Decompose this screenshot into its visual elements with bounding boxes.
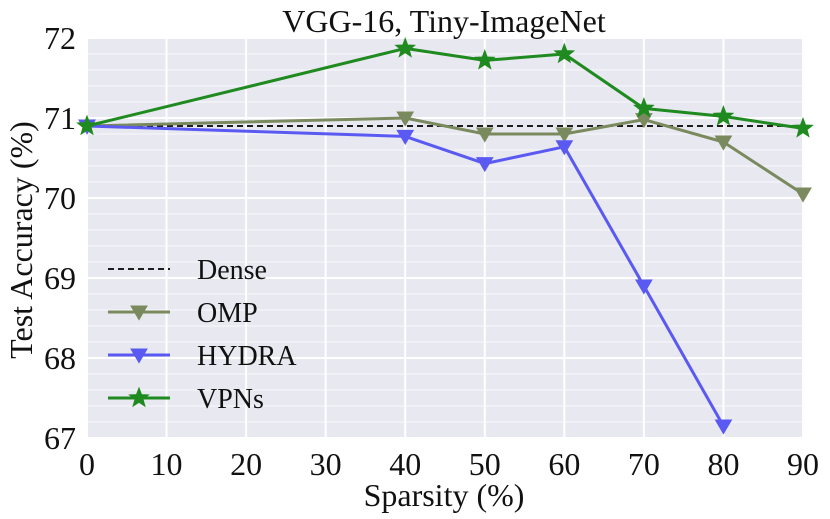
omp-point — [714, 135, 733, 151]
x-tick-label: 70 — [628, 446, 660, 482]
x-tick-label: 60 — [548, 446, 580, 482]
legend-omp-label: OMP — [197, 298, 258, 329]
y-tick-label: 71 — [44, 100, 76, 136]
vpns-point — [792, 116, 814, 138]
y-tick-labels: 67 68 69 70 71 72 — [44, 20, 76, 456]
vpns-point — [712, 104, 735, 126]
legend-omp-marker — [130, 305, 148, 321]
x-tick-label: 80 — [707, 446, 739, 482]
vpns-point — [473, 48, 496, 70]
x-tick-label: 30 — [310, 446, 342, 482]
omp-point — [555, 127, 574, 143]
y-tick-label: 69 — [44, 260, 76, 296]
vpns-point — [76, 114, 98, 136]
omp-point — [635, 113, 653, 129]
y-tick-label: 67 — [44, 420, 76, 456]
major-grid — [86, 37, 804, 439]
y-tick-label: 68 — [44, 340, 76, 376]
vpns-point — [633, 96, 655, 118]
legend: Dense OMP HYDRA VPNs — [108, 255, 297, 415]
hydra-point — [635, 279, 653, 295]
y-axis-label: Test Accuracy (%) — [3, 121, 39, 359]
hydra-point — [714, 419, 733, 435]
y-tick-label: 70 — [44, 180, 76, 216]
hydra-point — [475, 157, 494, 173]
legend-vpns-marker — [128, 386, 150, 408]
x-tick-label: 50 — [469, 446, 501, 482]
omp-point — [794, 187, 812, 203]
legend-dense-label: Dense — [197, 255, 267, 286]
series-markers — [76, 36, 814, 435]
x-tick-label: 90 — [787, 446, 819, 482]
plot-area — [87, 38, 803, 438]
omp-point — [475, 127, 494, 143]
x-tick-label: 40 — [389, 446, 421, 482]
x-axis-label: Sparsity (%) — [364, 477, 525, 513]
legend-vpns-label: VPNs — [197, 384, 264, 415]
x-tick-label: 10 — [151, 446, 183, 482]
chart-title: VGG-16, Tiny-ImageNet — [282, 3, 606, 39]
x-tick-label: 0 — [79, 446, 95, 482]
vpns-point — [394, 36, 417, 58]
hydra-point — [396, 129, 415, 145]
omp-point — [396, 111, 415, 127]
legend-hydra-marker — [130, 348, 148, 364]
vpns-point — [553, 42, 576, 64]
x-tick-labels: 0 10 20 30 40 50 60 70 80 90 — [79, 446, 819, 482]
y-tick-label: 72 — [44, 20, 76, 56]
x-tick-label: 20 — [230, 446, 262, 482]
hydra-line — [86, 124, 725, 427]
hydra-point — [555, 140, 574, 156]
legend-hydra-label: HYDRA — [197, 341, 297, 372]
